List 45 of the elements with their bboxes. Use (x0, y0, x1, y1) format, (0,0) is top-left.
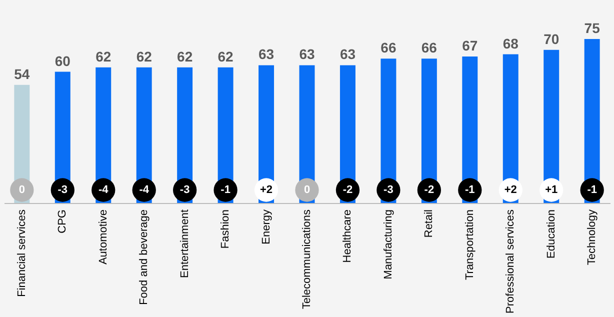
data-label: 63 (258, 46, 274, 62)
data-label: 67 (462, 37, 478, 54)
annotation: 0 (304, 184, 310, 196)
x-tick-label: Financial services (16, 209, 28, 297)
data-label: 60 (54, 52, 71, 69)
data-label: 62 (218, 48, 234, 64)
x-tick-label: Food and beverage (138, 210, 150, 305)
x-tick-label: Education (545, 210, 558, 258)
data-label: 63 (340, 46, 356, 62)
annotation: -3 (180, 184, 190, 196)
data-label: 62 (136, 48, 152, 64)
x-tick-label: Professional services (504, 209, 517, 314)
x-tick-label: Transportation (464, 210, 476, 280)
data-label: 54 (14, 66, 30, 82)
annotation: -2 (424, 184, 434, 196)
annotation: -1 (465, 184, 475, 196)
x-tick-label: Retail (423, 210, 436, 238)
x-tick-label: Fashion (220, 210, 232, 249)
data-label: 63 (299, 46, 315, 62)
annotation: -2 (342, 184, 353, 196)
annotation: +2 (504, 184, 517, 196)
annotation: -4 (139, 184, 150, 196)
x-tick-label: CPG (56, 210, 69, 234)
data-label: 68 (502, 35, 519, 52)
x-tick-label: Manufacturing (382, 210, 394, 280)
annotation: -1 (587, 184, 597, 196)
x-tick-label: Healthcare (342, 210, 354, 263)
annotation: -1 (220, 184, 230, 196)
data-label: 62 (177, 48, 193, 64)
annotation: -3 (58, 184, 68, 196)
x-tick-label: Telecommunications (301, 209, 313, 310)
annotation: +2 (260, 184, 273, 196)
data-label: 62 (96, 48, 112, 64)
data-label: 70 (544, 30, 560, 47)
annotation: -3 (384, 184, 394, 196)
data-label: 75 (584, 20, 600, 36)
annotation: +1 (545, 184, 558, 196)
annotation: -4 (98, 184, 110, 196)
data-label: 66 (421, 40, 438, 56)
x-tick-label: Automotive (97, 210, 110, 265)
x-tick-label: Technology (586, 209, 598, 266)
annotation: 0 (18, 184, 25, 196)
x-tick-label: Entertainment (178, 210, 191, 278)
data-label: 66 (380, 40, 396, 56)
x-tick-label: Energy (260, 209, 272, 244)
